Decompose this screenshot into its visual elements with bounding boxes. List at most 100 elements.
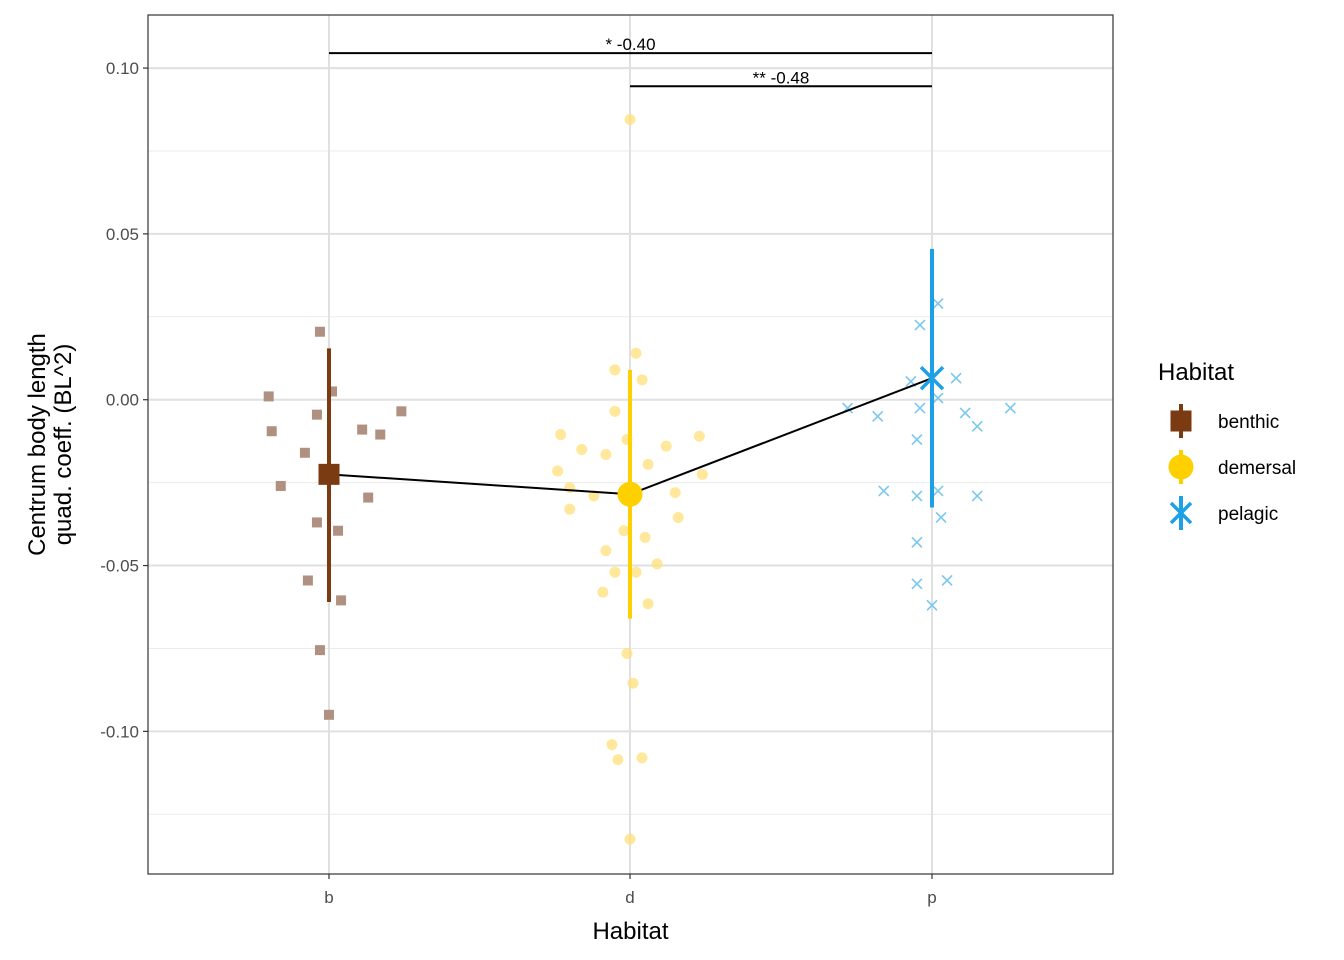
demersal-data-point [660,440,672,452]
pelagic-data-point [926,599,938,611]
y-tick-label: -0.05 [100,557,139,576]
marker-stroke [926,599,938,611]
marker-stroke [1169,501,1193,525]
legend-key-benthic [1170,404,1192,438]
marker-stroke [905,375,917,388]
benthic-data-point [314,645,325,656]
pelagic-data-point [935,511,947,524]
demersal-data-point [693,430,705,442]
legend: Habitat benthic demersal pelagic [1158,359,1296,530]
demersal-data-point [555,429,567,441]
benthic-data-point [375,429,386,440]
marker-stroke [932,392,944,404]
benthic-data-point [327,386,338,397]
demersal-data-point [636,752,648,764]
pelagic-data-point [914,402,926,414]
y-tick-label: -0.10 [100,722,139,741]
benthic-data-point [324,709,334,720]
pelagic-data-point [932,297,944,310]
pelagic-data-point [878,485,890,497]
demersal-data-point [669,487,681,499]
demersal-data-point [639,531,651,543]
pelagic-data-point [911,490,923,502]
marker-stroke [971,490,983,502]
pelagic-data-point [932,485,944,497]
pelagic-data-point [1004,402,1016,414]
significance-label: ** -0.48 [753,68,810,87]
data-marks [263,113,1016,845]
benthic-data-point [263,391,274,402]
legend-label-demersal: demersal [1218,458,1296,479]
demersal-data-point [630,347,642,359]
demersal-data-point [630,566,642,578]
marker-stroke [919,365,945,391]
demersal-data-point [696,468,708,480]
benthic-data-point [266,426,277,437]
marker-stroke [911,433,923,446]
marker-stroke [1004,402,1016,414]
demersal-data-point [651,558,663,570]
legend-key-marker [1169,501,1193,525]
pelagic-mean-marker [919,365,945,391]
marker-stroke [911,536,923,548]
y-tick-label: 0.00 [106,391,139,410]
demersal-data-point [627,677,639,689]
demersal-data-point [642,598,654,610]
demersal-data-point [606,739,618,751]
demersal-data-point [612,754,624,766]
demersal-data-point [618,525,630,537]
legend-key-marker [1168,454,1194,480]
significance-label: * -0.40 [605,35,655,54]
pelagic-data-point [914,319,926,331]
demersal-data-point [621,647,633,659]
demersal-data-point [609,405,621,417]
pelagic-data-point [911,536,923,548]
demersal-data-point [609,364,621,376]
demersal-data-point [564,503,576,515]
marker-stroke [971,420,983,432]
marker-stroke [872,410,884,422]
demersal-data-point [624,113,636,125]
marker-stroke [914,319,926,331]
demersal-data-point [576,443,588,455]
pelagic-data-point [959,407,971,419]
marker-stroke [878,485,890,497]
demersal-data-point [609,566,621,578]
y-axis-title-line-1: Centrum body length [24,333,51,556]
demersal-data-point [588,490,600,502]
legend-key-marker [1170,410,1192,432]
demersal-mean-marker [617,481,643,507]
pelagic-data-point [932,392,944,404]
benthic-data-point [302,575,313,586]
demersal-data-point [642,458,654,470]
benthic-data-point [333,525,344,536]
pelagic-data-point [911,433,923,446]
marker-stroke [950,372,962,384]
marker-stroke [911,490,923,502]
x-tick-label: b [324,888,333,907]
legend-label-pelagic: pelagic [1218,504,1278,525]
legend-key-demersal [1168,450,1194,484]
pelagic-data-point [971,490,983,502]
marker-stroke [935,511,947,524]
demersal-data-point [636,374,648,386]
benthic-data-point [357,424,368,435]
benthic-mean-marker [318,463,340,485]
y-axis-title-line-2: quad. coeff. (BL^2) [50,344,77,546]
marker-stroke [932,297,944,310]
marker-stroke [914,402,926,414]
x-tick-label: d [625,888,634,907]
demersal-data-point [552,465,564,477]
legend-title: Habitat [1158,359,1234,386]
benthic-data-point [275,480,286,491]
demersal-data-point [600,545,612,557]
y-tick-label: 0.10 [106,59,139,78]
demersal-data-point [672,511,684,523]
marker-stroke [959,407,971,419]
benthic-data-point [311,409,322,420]
pelagic-data-point [950,372,962,384]
pelagic-data-point [941,574,953,587]
benthic-data-point [299,447,310,458]
